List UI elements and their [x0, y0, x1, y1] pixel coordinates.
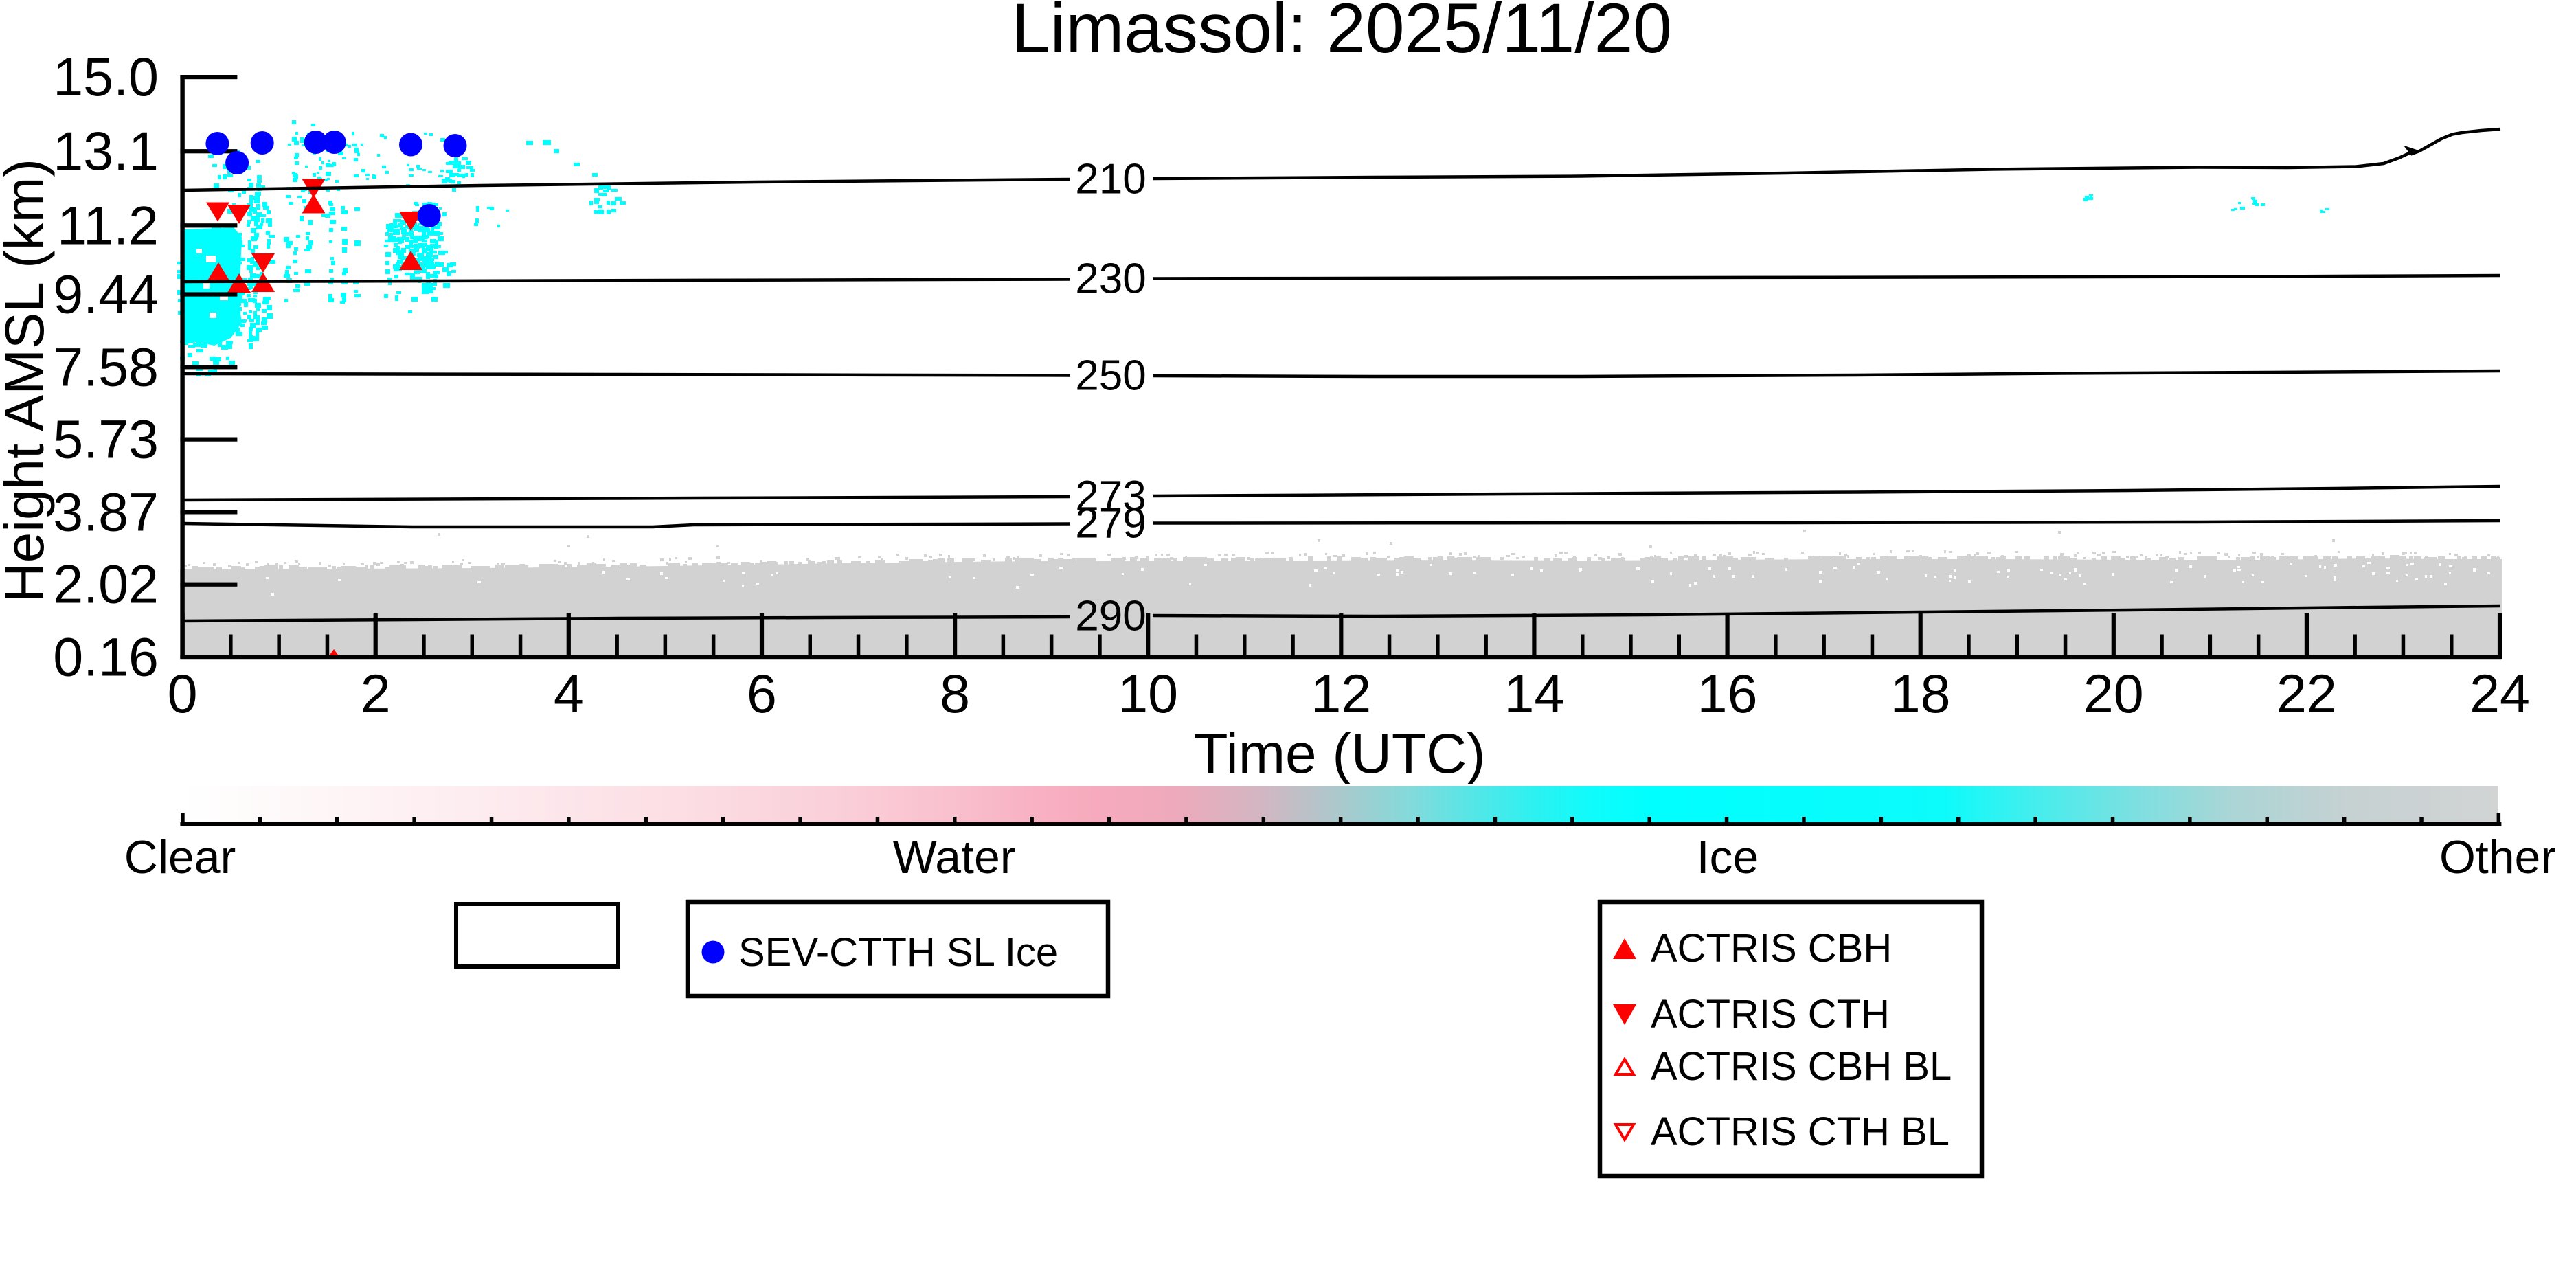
- svg-text:15.0: 15.0: [53, 46, 159, 107]
- svg-text:230: 230: [1075, 256, 1146, 303]
- svg-text:Ice: Ice: [1697, 831, 1759, 883]
- svg-text:3.87: 3.87: [53, 481, 159, 542]
- svg-text:250: 250: [1075, 352, 1146, 400]
- svg-text:18: 18: [1890, 663, 1951, 724]
- svg-text:5.73: 5.73: [53, 409, 159, 470]
- svg-text:SEV-CTTH SL Ice: SEV-CTTH SL Ice: [738, 930, 1058, 975]
- svg-text:12: 12: [1311, 663, 1371, 724]
- svg-text:4: 4: [554, 663, 584, 724]
- svg-text:9.44: 9.44: [53, 264, 159, 325]
- svg-text:22: 22: [2276, 663, 2337, 724]
- svg-text:Water: Water: [893, 831, 1016, 883]
- svg-text:2: 2: [361, 663, 391, 724]
- svg-text:10: 10: [1118, 663, 1178, 724]
- svg-text:2.02: 2.02: [53, 554, 159, 615]
- svg-text:Time (UTC): Time (UTC): [1193, 723, 1485, 785]
- svg-text:279: 279: [1075, 500, 1146, 547]
- svg-text:ACTRIS CTH: ACTRIS CTH: [1651, 992, 1890, 1037]
- svg-text:16: 16: [1697, 663, 1758, 724]
- svg-text:Clear: Clear: [124, 831, 236, 883]
- svg-text:0.16: 0.16: [53, 626, 159, 688]
- svg-text:ACTRIS CBH: ACTRIS CBH: [1651, 926, 1892, 971]
- svg-text:13.1: 13.1: [53, 120, 159, 181]
- svg-text:Limassol: 2025/11/20: Limassol: 2025/11/20: [1011, 0, 1672, 67]
- svg-text:210: 210: [1075, 156, 1146, 203]
- svg-text:ACTRIS CTH BL: ACTRIS CTH BL: [1651, 1109, 1950, 1154]
- svg-text:290: 290: [1075, 593, 1146, 640]
- svg-text:ACTRIS CBH BL: ACTRIS CBH BL: [1651, 1044, 1952, 1089]
- svg-text:6: 6: [747, 663, 777, 724]
- svg-text:0: 0: [168, 663, 198, 724]
- svg-text:24: 24: [2470, 663, 2530, 724]
- svg-text:11.2: 11.2: [57, 194, 159, 256]
- svg-text:Height AMSL (km): Height AMSL (km): [0, 159, 55, 602]
- svg-text:14: 14: [1504, 663, 1564, 724]
- svg-text:273: 273: [1075, 473, 1146, 520]
- svg-text:20: 20: [2083, 663, 2144, 724]
- svg-text:7.58: 7.58: [53, 336, 159, 397]
- svg-text:8: 8: [940, 663, 970, 724]
- svg-text:Other: Other: [2439, 831, 2556, 883]
